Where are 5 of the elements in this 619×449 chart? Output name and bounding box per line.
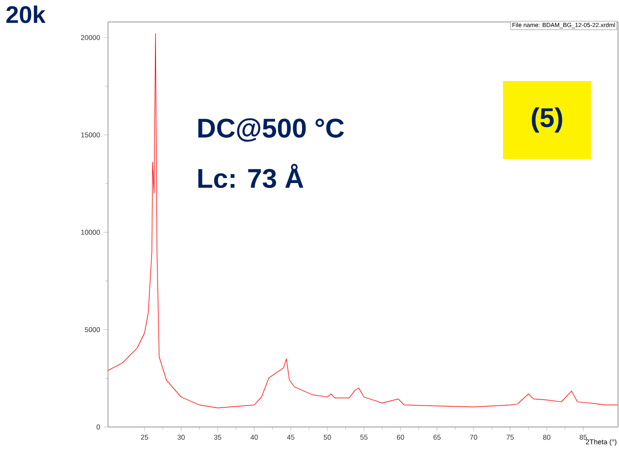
annotation: Lc: 73 Å (198, 164, 304, 188)
text: 20k (6, 6, 46, 24)
annotation: (5) (532, 107, 562, 133)
line-series (108, 33, 618, 408)
annotation: DC@500 °C (198, 118, 344, 142)
